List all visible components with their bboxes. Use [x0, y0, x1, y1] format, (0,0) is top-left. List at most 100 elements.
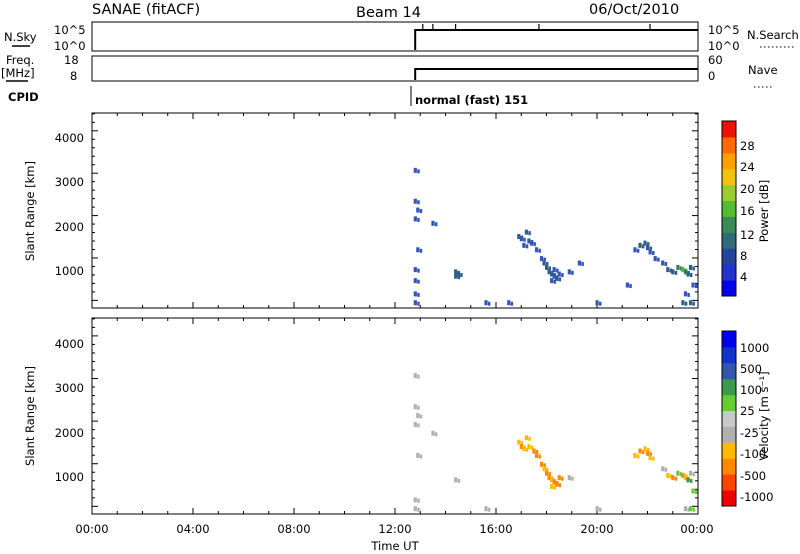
scatter-cell	[679, 472, 683, 477]
date-title: 06/Oct/2010	[589, 2, 679, 18]
scatter-cell	[688, 506, 693, 512]
scatter-cell	[694, 284, 698, 289]
power-ticks	[91, 113, 699, 308]
scatter-cell	[413, 300, 417, 306]
colorbar-segment	[722, 490, 736, 507]
scatter-cell	[653, 256, 657, 262]
scatter-cell	[417, 405, 420, 410]
colorbar-segment	[722, 248, 736, 265]
scatter-cell	[528, 231, 531, 236]
scatter-cell	[517, 439, 521, 445]
scatter-cell	[484, 506, 488, 512]
scatter-cell	[519, 236, 523, 242]
velocity-cells	[413, 373, 698, 512]
scatter-cell	[522, 446, 526, 452]
scatter-cell	[681, 300, 685, 306]
scatter-cell	[416, 207, 420, 213]
velocity-ylabel: Slant Range [km]	[23, 366, 37, 466]
colorbar-segment	[722, 378, 736, 396]
scatter-cell	[454, 273, 458, 279]
scatter-cell	[413, 267, 417, 273]
velocity-ytick-1000: 1000	[55, 470, 84, 484]
scatter-cell	[413, 291, 417, 297]
velocity-cb-tick-neg25: -25	[740, 426, 759, 440]
scatter-cell	[510, 301, 514, 306]
scatter-cell	[557, 475, 561, 481]
scatter-cell	[599, 301, 602, 306]
scatter-cell	[636, 454, 640, 459]
scatter-cell	[571, 476, 574, 481]
scatter-cell	[556, 268, 559, 273]
colorbar-segment	[722, 264, 736, 281]
scatter-cell	[527, 444, 531, 450]
colorbar-segment	[722, 458, 736, 475]
xtick-1200: 12:00	[378, 522, 411, 536]
scatter-cell	[550, 477, 554, 483]
freq-tick-top: 18	[64, 53, 79, 67]
scatter-cell	[542, 466, 546, 472]
nsky-line	[414, 24, 698, 50]
nsky-tick-top: 10^5	[54, 23, 86, 37]
scatter-cell	[413, 506, 417, 512]
scatter-cell	[550, 271, 554, 277]
scatter-cell	[646, 450, 650, 456]
velocity-cb-tick-1000: 1000	[740, 341, 769, 355]
scatter-cell	[689, 273, 693, 278]
colorbar-segment	[722, 474, 736, 491]
scatter-cell	[681, 472, 685, 478]
scatter-cell	[417, 507, 420, 512]
scatter-cell	[558, 277, 562, 282]
power-ytick-3000: 3000	[55, 175, 84, 189]
scatter-cell	[643, 240, 647, 246]
velocity-ytick-2000: 2000	[55, 426, 84, 440]
nsky-tick-bottom: 10^0	[54, 39, 86, 53]
scatter-cell	[629, 284, 632, 289]
scatter-cell	[413, 278, 417, 284]
colorbar-segment	[722, 200, 736, 217]
scatter-cell	[661, 260, 665, 266]
scatter-cell	[664, 262, 668, 266]
scatter-cell	[666, 267, 670, 273]
velocity-ytick-4000: 4000	[55, 337, 84, 351]
scatter-cell	[416, 452, 420, 458]
power-ytick-2000: 2000	[55, 220, 84, 234]
scatter-cell	[694, 489, 698, 494]
scatter-cell	[671, 269, 675, 275]
scatter-cell	[538, 454, 541, 459]
scatter-cell	[688, 264, 693, 270]
scatter-cell	[558, 483, 562, 488]
scatter-cell	[643, 446, 647, 452]
freq-unit-label: [MHz]	[1, 66, 35, 80]
scatter-cell	[625, 282, 629, 288]
colorbar-segment	[722, 280, 736, 297]
xaxis-label: Time UT	[370, 539, 419, 553]
scatter-cell	[676, 470, 680, 476]
scatter-cell	[519, 444, 523, 450]
scatter-cell	[417, 292, 420, 297]
scatter-cell	[419, 209, 423, 214]
scatter-cell	[487, 507, 491, 512]
scatter-cell	[550, 484, 554, 490]
scatter-cell	[657, 257, 660, 262]
scatter-cell	[683, 475, 688, 481]
scatter-cell	[692, 472, 695, 477]
colorbar-segment	[722, 168, 736, 186]
scatter-cell	[676, 264, 680, 270]
scatter-cell	[552, 267, 556, 273]
scatter-cell	[545, 470, 549, 476]
velocity-cb-tick-neg500: -500	[740, 469, 766, 483]
scatter-cell	[431, 430, 435, 436]
scatter-cell	[687, 292, 690, 297]
scatter-cell	[543, 463, 546, 468]
xtick-2000: 20:00	[580, 522, 613, 536]
cpid-label: CPID	[8, 90, 39, 104]
scatter-cell	[652, 456, 655, 461]
xtick-0000: 00:00	[75, 522, 108, 536]
freq-label: Freq.	[6, 53, 34, 67]
colorbar-segment	[722, 121, 736, 138]
scatter-cell	[534, 452, 539, 458]
scatter-cell	[684, 301, 688, 306]
scatter-cell	[419, 414, 423, 419]
scatter-cell	[538, 248, 541, 253]
scatter-cell	[431, 220, 435, 226]
